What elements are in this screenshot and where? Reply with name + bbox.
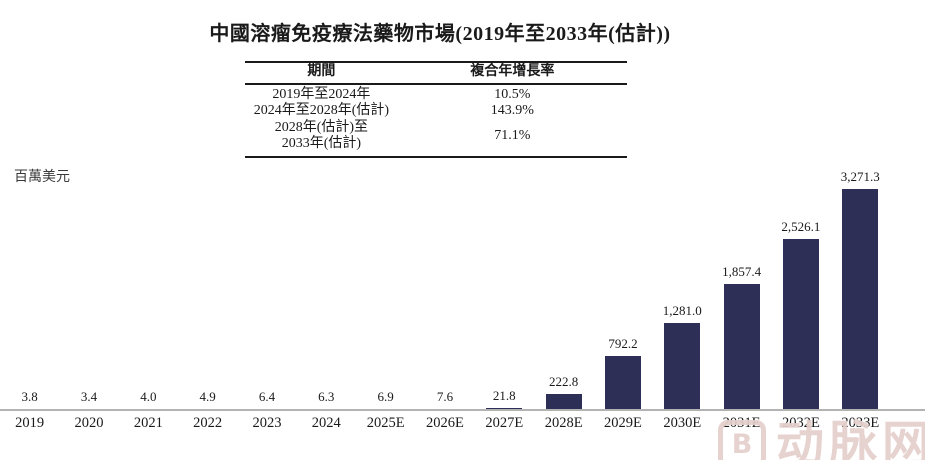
bar-column: 6.4 [237, 160, 296, 409]
x-tick-label: 2025E [366, 415, 405, 431]
bar-column: 6.9 [356, 160, 415, 409]
table-header-period: 期間 [307, 64, 336, 79]
x-tick-label: 2022 [193, 415, 223, 431]
bar [664, 322, 701, 409]
cagr-table-body: 2019年至2024年 10.5% 2024年至2028年(估計) 143.9%… [245, 85, 627, 156]
bar-column: 4.9 [178, 160, 237, 409]
x-tick-label: 2031E [722, 415, 761, 431]
x-tick-label: 2028E [544, 415, 583, 431]
y-axis-unit-label: 百萬美元 [14, 170, 70, 185]
bar-value-label: 7.6 [436, 388, 454, 404]
cagr-cell: 71.1% [494, 127, 531, 143]
bar-value-label: 4.0 [140, 388, 157, 404]
bar-column: 21.8 [475, 160, 534, 409]
x-tick-label: 2020 [74, 415, 104, 431]
bar-value-label: 3,271.3 [840, 169, 880, 184]
x-tick-label: 2029E [604, 415, 642, 431]
cagr-table: 期間 複合年增長率 2019年至2024年 10.5% 2024年至2028年(… [245, 61, 627, 158]
bar [486, 407, 523, 409]
x-tick-label: 2033E [841, 415, 880, 431]
table-row: 2024年至2028年(估計) 143.9% [245, 103, 627, 120]
x-tick-label: 2026E [426, 415, 464, 431]
period-cell: 2024年至2028年(估計) [253, 103, 390, 118]
bar-column: 2,526.1 [771, 160, 830, 409]
x-tick-label: 2023 [252, 415, 282, 431]
x-axis-tick-labels: 2019 2020 2021 2022 2023 2024 2025E 2026E 2027E 2… [0, 415, 890, 432]
bar-column: 1,281.0 [653, 160, 712, 409]
x-tick-label: 2019 [15, 415, 45, 431]
bar [782, 239, 819, 409]
bar-column: 6.3 [297, 160, 356, 409]
watermark-logo-letter: B [731, 428, 753, 460]
bar-column: 7.6 [415, 160, 474, 409]
x-tick-label: 2021 [133, 415, 163, 431]
bar-value-label: 2,526.1 [781, 219, 821, 235]
bar [842, 189, 879, 409]
bar-value-label: 6.9 [377, 388, 394, 404]
cagr-table-header-row: 期間 複合年增長率 [245, 63, 627, 85]
bar-column: 4.0 [119, 160, 178, 409]
x-axis-line [0, 409, 925, 411]
bar-column: 3.8 [0, 160, 59, 409]
bar-value-label: 792.2 [608, 335, 638, 351]
x-tick-label: 2027E [485, 415, 524, 431]
bar-column: 1,857.4 [712, 160, 771, 409]
bar-columns: 3.8 3.4 4.0 4.9 6.4 6.3 6.9 7.6 21.8 222.8 792.2 1,… [0, 160, 890, 409]
bar [426, 408, 463, 409]
bar-value-label: 3.4 [80, 388, 98, 404]
bar [723, 284, 760, 409]
bar [545, 394, 582, 409]
bar-value-label: 4.9 [199, 388, 216, 404]
bar-value-label: 6.4 [258, 388, 276, 404]
bar-column: 3,271.3 [831, 160, 890, 409]
cagr-cell: 10.5% [494, 86, 531, 102]
bar-value-label: 222.8 [548, 374, 579, 390]
bar-column: 792.2 [593, 160, 652, 409]
x-tick-label: 2030E [663, 415, 702, 431]
bar-value-label: 6.3 [318, 388, 335, 404]
x-tick-label: 2024 [311, 415, 341, 431]
period-cell: 2028年(估計)至 2033年(估計) [274, 119, 369, 152]
cagr-cell: 143.9% [490, 103, 534, 118]
bar [604, 355, 641, 409]
bar-value-label: 1,281.0 [662, 302, 702, 318]
bar-value-label: 1,857.4 [722, 264, 762, 280]
period-cell: 2019年至2024年 [272, 86, 371, 102]
bar-value-label: 21.8 [492, 387, 516, 403]
x-tick-label: 2032E [782, 415, 820, 431]
bar-column: 3.4 [59, 160, 118, 409]
bar-value-label: 3.8 [21, 388, 38, 404]
bar-column: 222.8 [534, 160, 593, 409]
table-row: 2028年(估計)至 2033年(估計) 71.1% [245, 120, 627, 153]
table-row: 2019年至2024年 10.5% [245, 87, 627, 104]
chart-title: 中國溶瘤免疫療法藥物市場(2019年至2033年(估計)) [209, 23, 671, 45]
table-header-cagr: 複合年增長率 [470, 64, 555, 79]
bar-chart: 3.8 3.4 4.0 4.9 6.4 6.3 6.9 7.6 21.8 222.8 792.2 1,… [0, 160, 890, 409]
